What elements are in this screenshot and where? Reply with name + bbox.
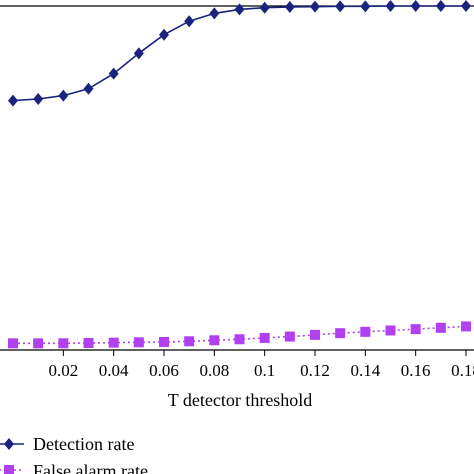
x-tick-label: 0.1 <box>254 361 275 380</box>
data-point-detection-rate <box>310 0 320 13</box>
data-point-detection-rate <box>461 0 471 12</box>
data-point-false-alarm-rate <box>310 329 320 340</box>
data-point-false-alarm-rate <box>8 338 18 349</box>
data-point-false-alarm-rate <box>209 335 220 346</box>
data-point-detection-rate <box>234 3 245 16</box>
x-tick-label: 0.04 <box>99 361 129 380</box>
x-tick-label: 0.16 <box>401 361 431 380</box>
legend-label-false-alarm-rate: False alarm rate <box>33 461 148 474</box>
x-tick-label: 0.14 <box>350 361 380 380</box>
series-layer <box>8 0 471 349</box>
data-point-false-alarm-rate <box>159 336 169 347</box>
legend-swatch-false-alarm-marker <box>4 465 14 474</box>
x-tick-label: 0.08 <box>199 361 229 380</box>
legend-item-false-alarm-rate: False alarm rate <box>0 461 148 474</box>
data-point-detection-rate <box>410 0 421 12</box>
x-axis-ticks: 0.02 0.04 0.06 0.08 0.1 0.12 0.14 0.16 0.18 <box>48 350 474 380</box>
data-point-detection-rate <box>435 0 446 12</box>
data-point-false-alarm-rate <box>234 334 245 345</box>
data-point-false-alarm-rate <box>83 337 94 348</box>
data-point-false-alarm-rate <box>284 331 295 342</box>
data-point-detection-rate <box>360 0 371 13</box>
data-point-false-alarm-rate <box>360 326 371 337</box>
data-point-false-alarm-rate <box>435 322 446 333</box>
data-point-detection-rate <box>83 82 94 95</box>
data-point-detection-rate <box>133 47 144 60</box>
x-axis-title: T detector threshold <box>168 390 313 410</box>
legend: Detection rate False alarm rate <box>0 434 148 474</box>
legend-swatch-detection-marker <box>4 438 14 450</box>
series-line-detection-rate <box>12 5 466 102</box>
data-point-false-alarm-rate <box>259 332 270 343</box>
data-point-detection-rate <box>184 15 195 28</box>
data-point-detection-rate <box>58 89 69 102</box>
data-point-false-alarm-rate <box>33 338 44 349</box>
data-point-detection-rate <box>385 0 396 12</box>
legend-label-detection-rate: Detection rate <box>33 434 134 454</box>
legend-item-detection-rate: Detection rate <box>0 434 134 454</box>
x-tick-label: 0.02 <box>48 361 78 380</box>
data-point-false-alarm-rate <box>410 324 421 335</box>
data-point-false-alarm-rate <box>335 328 346 339</box>
x-tick-label: 0.18 <box>451 361 474 380</box>
data-point-detection-rate <box>335 0 346 13</box>
x-tick-label: 0.12 <box>300 361 330 380</box>
data-point-detection-rate <box>284 1 295 14</box>
data-point-detection-rate <box>159 28 169 41</box>
data-point-false-alarm-rate <box>385 325 396 336</box>
data-point-detection-rate <box>33 92 44 105</box>
x-tick-label: 0.06 <box>149 361 179 380</box>
data-point-false-alarm-rate <box>58 338 69 349</box>
data-point-detection-rate <box>8 94 18 107</box>
data-point-false-alarm-rate <box>461 321 471 332</box>
data-point-false-alarm-rate <box>133 337 144 348</box>
data-point-false-alarm-rate <box>108 337 119 348</box>
data-point-false-alarm-rate <box>184 336 195 347</box>
data-point-detection-rate <box>108 67 119 80</box>
data-point-detection-rate <box>259 1 270 14</box>
data-point-detection-rate <box>209 7 220 20</box>
